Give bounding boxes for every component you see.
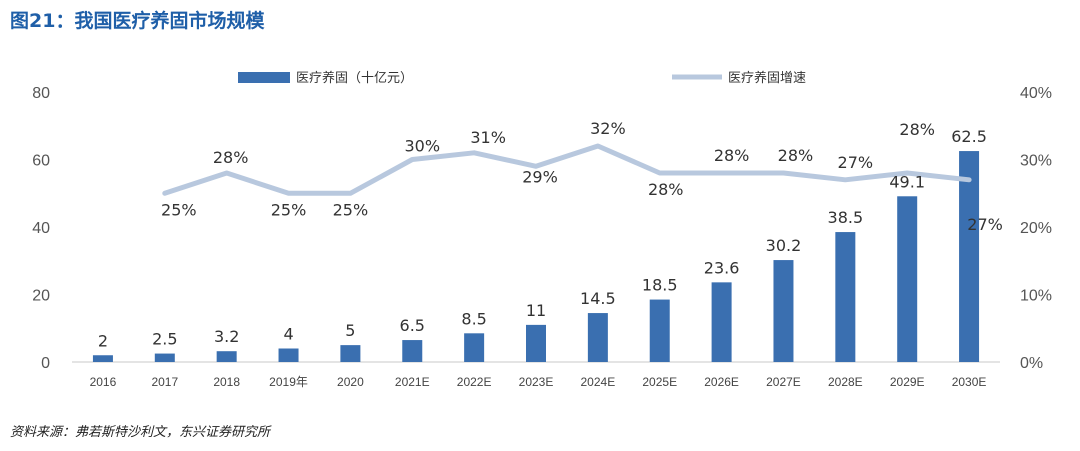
bar	[92, 355, 113, 362]
x-tick-label: 2023E	[519, 375, 554, 389]
growth-value-label: 28%	[648, 180, 684, 199]
bar	[154, 353, 175, 362]
y-left-tick-label: 60	[32, 153, 50, 170]
bar-value-label: 2	[98, 331, 108, 350]
x-tick-label: 2024E	[581, 375, 616, 389]
x-tick-label: 2016	[90, 375, 117, 389]
bar	[340, 345, 361, 362]
bar-value-label: 18.5	[642, 276, 678, 295]
growth-value-label: 27%	[967, 215, 1003, 234]
y-right-tick-label: 30%	[1020, 153, 1052, 170]
y-left-tick-label: 40	[32, 220, 50, 237]
x-tick-label: 2025E	[642, 375, 677, 389]
bar-value-label: 23.6	[704, 258, 740, 277]
bar-value-label: 8.5	[461, 309, 486, 328]
x-tick-label: 2030E	[952, 375, 987, 389]
growth-value-label: 25%	[333, 200, 369, 219]
x-tick-label: 2020	[337, 375, 364, 389]
bar	[216, 351, 237, 362]
bar-value-label: 5	[345, 321, 355, 340]
growth-value-label: 28%	[213, 148, 249, 167]
bar	[587, 313, 608, 362]
x-tick-label: 2019年	[269, 375, 308, 389]
growth-value-label: 28%	[899, 120, 935, 139]
y-left-tick-label: 20	[32, 288, 50, 305]
bar-value-label: 2.5	[152, 330, 177, 349]
x-tick-label: 2029E	[890, 375, 925, 389]
bar-value-label: 14.5	[580, 289, 616, 308]
x-tick-label: 2028E	[828, 375, 863, 389]
bar-value-label: 3.2	[214, 327, 239, 346]
x-tick-label: 2026E	[704, 375, 739, 389]
bar-value-label: 49.1	[889, 172, 925, 191]
growth-value-label: 25%	[161, 200, 197, 219]
y-right-tick-label: 40%	[1020, 85, 1052, 102]
y-right-tick-label: 20%	[1020, 220, 1052, 237]
growth-value-label: 31%	[470, 128, 506, 147]
bar-value-label: 11	[526, 301, 546, 320]
bar	[402, 340, 423, 362]
y-right-tick-label: 10%	[1020, 288, 1052, 305]
x-tick-label: 2027E	[766, 375, 801, 389]
x-tick-label: 2021E	[395, 375, 430, 389]
bar-value-label: 4	[283, 325, 293, 344]
bar	[649, 299, 670, 362]
legend-label-bar: 医疗养固（十亿元）	[296, 70, 413, 86]
x-tick-label: 2022E	[457, 375, 492, 389]
legend-swatch-bar	[238, 72, 290, 83]
bar	[464, 333, 485, 362]
bar	[835, 232, 856, 362]
growth-value-label: 29%	[522, 167, 558, 186]
growth-value-label: 32%	[590, 119, 626, 138]
bar-value-label: 6.5	[400, 316, 425, 335]
growth-value-label: 30%	[404, 137, 440, 156]
growth-value-label: 28%	[778, 146, 814, 165]
bar-value-label: 30.2	[766, 236, 802, 255]
y-left-tick-label: 0	[41, 355, 50, 372]
y-left-tick-label: 80	[32, 85, 50, 102]
growth-value-label: 28%	[714, 146, 750, 165]
bar	[526, 324, 546, 362]
x-tick-label: 2017	[151, 375, 178, 389]
growth-value-label: 25%	[271, 200, 307, 219]
bar-value-label: 38.5	[828, 208, 864, 227]
growth-line	[162, 143, 972, 196]
bar-value-label: 62.5	[951, 127, 987, 146]
bar	[959, 151, 980, 362]
source-note: 资料来源：弗若斯特沙利文，东兴证券研究所	[10, 425, 271, 440]
growth-value-label: 27%	[838, 153, 874, 172]
legend-label-line: 医疗养固增速	[728, 70, 806, 86]
bar	[897, 196, 918, 362]
chart-title: 图21：我国医疗养固市场规模	[10, 10, 265, 32]
bar	[773, 260, 794, 362]
y-right-tick-label: 0%	[1020, 355, 1043, 372]
bar	[711, 282, 732, 362]
x-tick-label: 2018	[213, 375, 240, 389]
bar	[278, 348, 299, 362]
